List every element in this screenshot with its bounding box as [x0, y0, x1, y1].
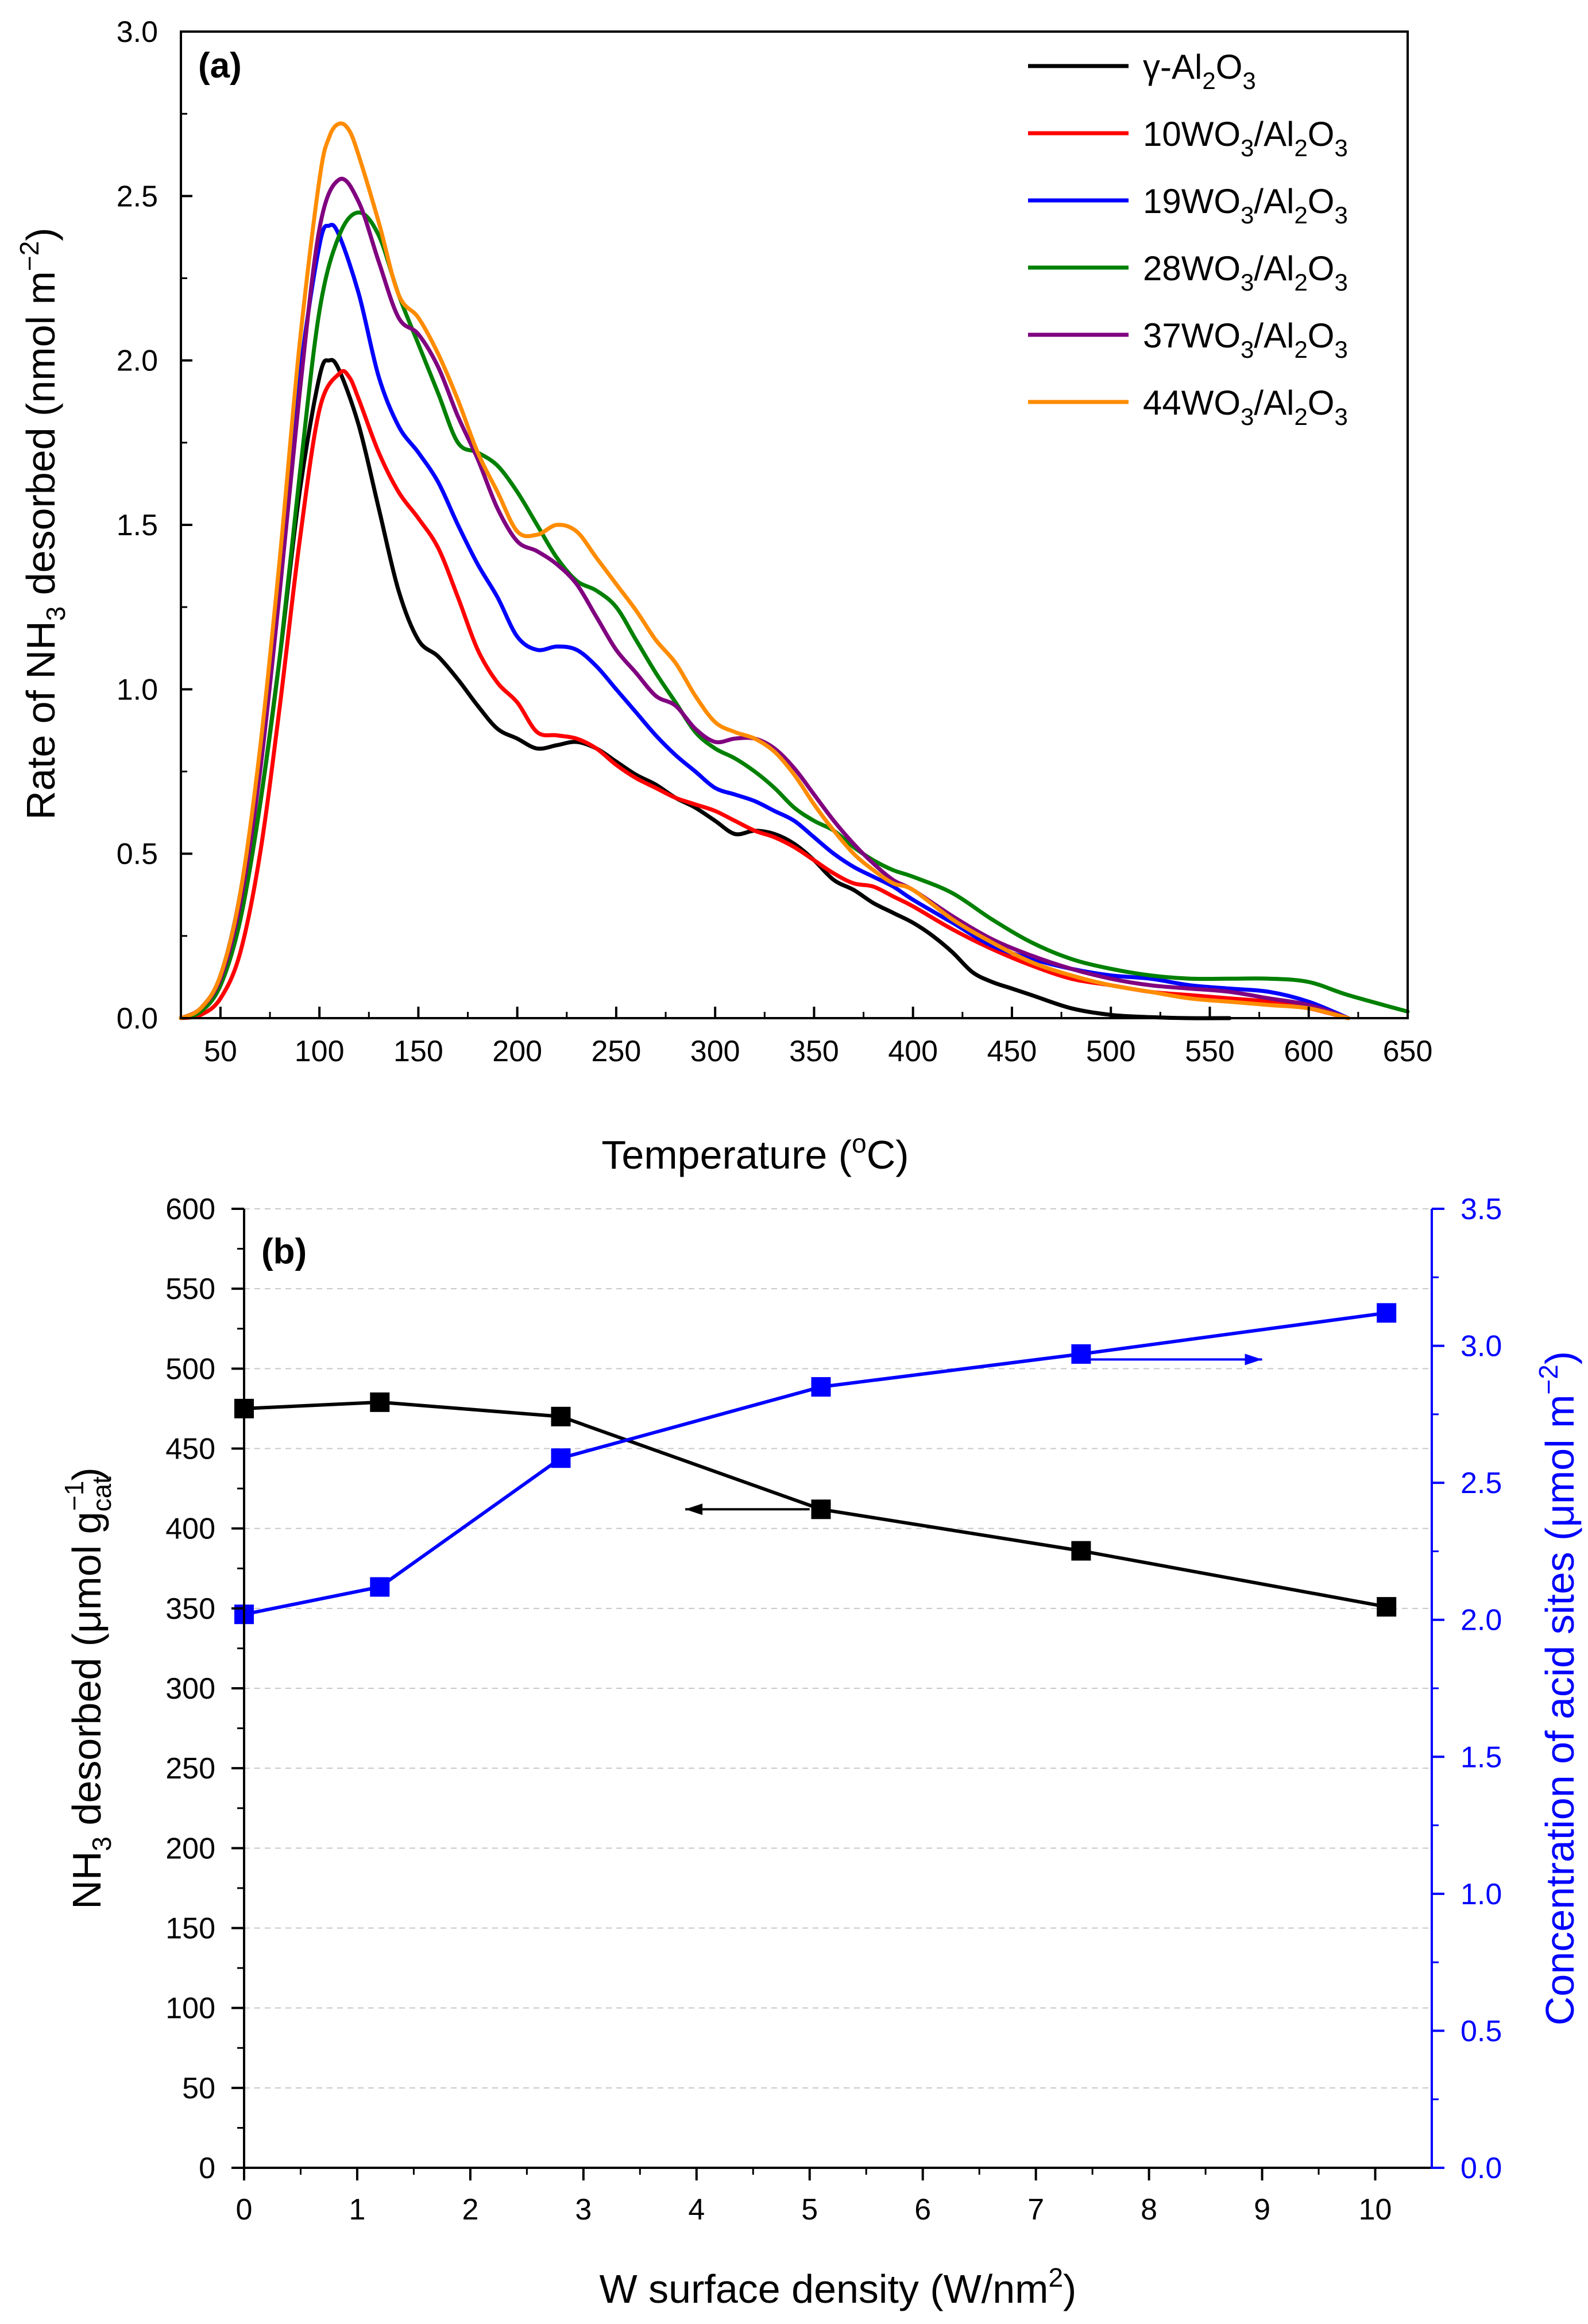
series-line-5	[179, 121, 1351, 1020]
panel-b-label: (b)	[261, 1232, 307, 1271]
right-y-tick-label: 3.5	[1461, 1193, 1502, 1226]
x-tick-label: 250	[592, 1035, 642, 1068]
series-line-1	[244, 1311, 1387, 1617]
y-tick-label: 0	[199, 2152, 215, 2185]
y-tick-label: 300	[165, 1672, 215, 1706]
x-tick-label: 8	[1141, 2193, 1157, 2226]
data-marker	[1377, 1303, 1397, 1323]
x-tick-label: 150	[393, 1035, 443, 1068]
x-tick-label: 3	[575, 2193, 592, 2226]
legend-label: 10WO3/Al2O3	[1143, 115, 1348, 161]
legend-label: γ-Al2O3	[1143, 48, 1256, 94]
panel-b-right-y-axis-title: Concentration of acid sites (μmol m−2)	[1533, 1351, 1582, 2025]
panel-b-left-y-axis-title: NH3 desorbed (μmol gcat−1)	[59, 1467, 117, 1909]
panel-b-chart: 0 1 2 3 4 5 6 7 8 9 10 0 50 100 150 200 250 300 350 400 450…	[59, 1193, 1582, 2311]
data-marker	[370, 1392, 390, 1412]
right-y-tick-label: 1.5	[1461, 1741, 1502, 1774]
x-tick-label: 1	[349, 2193, 365, 2226]
panel-a-x-axis: 50 100 150 200 250 300 350 400 450 500 550 600 650	[204, 1007, 1432, 1068]
x-tick-label: 400	[888, 1035, 938, 1068]
x-tick-label: 100	[295, 1035, 345, 1068]
panel-b-x-axis-title: W surface density (W/nm2)	[600, 2263, 1077, 2311]
y-tick-label: 600	[165, 1193, 215, 1226]
y-tick-label: 1.0	[117, 673, 158, 706]
x-tick-label: 650	[1383, 1035, 1433, 1068]
x-tick-label: 300	[690, 1035, 740, 1068]
axis-arrow-head	[1245, 1354, 1262, 1366]
data-marker	[811, 1377, 831, 1397]
y-tick-label: 400	[165, 1513, 215, 1546]
series-line-3	[179, 210, 1410, 1020]
right-y-tick-label: 0.0	[1461, 2152, 1502, 2185]
right-y-tick-label: 0.5	[1461, 2014, 1502, 2048]
y-tick-label: 2.0	[117, 345, 158, 378]
y-tick-label: 2.5	[117, 180, 158, 213]
data-marker	[551, 1406, 571, 1426]
legend-label: 28WO3/Al2O3	[1143, 249, 1348, 296]
right-y-tick-label: 2.5	[1461, 1467, 1502, 1500]
panel-b-x-axis: 0 1 2 3 4 5 6 7 8 9 10	[236, 2168, 1392, 2226]
panel-a-y-axis: 0.0 0.5 1.0 1.5 2.0 2.5 3.0	[117, 16, 192, 1035]
panel-b-left-y-axis: 0 50 100 150 200 250 300 350 400 450 500 550 600	[165, 1193, 244, 2185]
data-marker	[811, 1499, 831, 1519]
y-tick-label: 450	[165, 1433, 215, 1466]
y-tick-label: 350	[165, 1592, 215, 1626]
data-marker	[551, 1448, 571, 1468]
y-tick-label: 50	[182, 2072, 215, 2105]
series-line-4	[179, 176, 1351, 1020]
x-tick-label: 7	[1027, 2193, 1044, 2226]
y-tick-label: 100	[165, 1992, 215, 2025]
x-tick-label: 50	[204, 1035, 237, 1068]
x-tick-label: 9	[1254, 2193, 1270, 2226]
panel-a-plot-area	[179, 121, 1410, 1020]
data-marker	[1071, 1541, 1091, 1561]
x-tick-label: 550	[1185, 1035, 1235, 1068]
x-tick-label: 5	[801, 2193, 818, 2226]
panel-a-chart: 50 100 150 200 250 300 350 400 450 500 550 600 650 0…	[14, 16, 1432, 1177]
y-tick-label: 0.0	[117, 1002, 158, 1035]
legend-label: 19WO3/Al2O3	[1143, 182, 1348, 229]
y-tick-label: 3.0	[117, 16, 158, 49]
panel-b-axis-arrows	[685, 1354, 1262, 1515]
panel-a-label: (a)	[198, 46, 242, 86]
x-tick-label: 500	[1086, 1035, 1136, 1068]
x-tick-label: 350	[789, 1035, 839, 1068]
data-marker	[1377, 1597, 1397, 1617]
right-y-tick-label: 1.0	[1461, 1878, 1502, 1911]
right-y-tick-label: 3.0	[1461, 1330, 1502, 1363]
y-tick-label: 200	[165, 1832, 215, 1865]
right-y-tick-label: 2.0	[1461, 1604, 1502, 1637]
y-tick-label: 150	[165, 1912, 215, 1946]
y-tick-label: 0.5	[117, 838, 158, 871]
series-line-0	[244, 1400, 1387, 1609]
legend-label: 44WO3/Al2O3	[1143, 384, 1348, 430]
panel-b-plot-area	[234, 1303, 1397, 1625]
axis-arrow-head	[685, 1503, 703, 1515]
data-marker	[1071, 1344, 1091, 1364]
data-marker	[370, 1577, 390, 1597]
y-tick-label: 500	[165, 1352, 215, 1386]
panel-a-y-axis-title: Rate of NH3 desorbed (nmol m−2)	[14, 227, 71, 819]
y-tick-label: 550	[165, 1273, 215, 1306]
x-tick-label: 10	[1359, 2193, 1392, 2226]
x-tick-label: 450	[987, 1035, 1037, 1068]
panel-b-gridlines	[244, 1208, 1432, 2089]
x-tick-label: 0	[236, 2193, 253, 2226]
x-tick-label: 600	[1284, 1035, 1334, 1068]
y-tick-label: 1.5	[117, 509, 158, 542]
x-tick-label: 6	[914, 2193, 931, 2226]
series-line-1	[179, 369, 1351, 1020]
x-tick-label: 2	[462, 2193, 478, 2226]
panel-b-right-y-axis: 0.0 0.5 1.0 1.5 2.0 2.5 3.0 3.5	[1432, 1193, 1502, 2185]
panel-a-legend: γ-Al2O3 10WO3/Al2O3 19WO3/Al2O3 28WO3/Al2O3…	[1028, 48, 1348, 430]
x-tick-label: 200	[492, 1035, 542, 1068]
legend-label: 37WO3/Al2O3	[1143, 316, 1348, 363]
panel-a-x-axis-title: Temperature (oC)	[601, 1128, 909, 1177]
y-tick-label: 250	[165, 1752, 215, 1785]
x-tick-label: 4	[688, 2193, 705, 2226]
